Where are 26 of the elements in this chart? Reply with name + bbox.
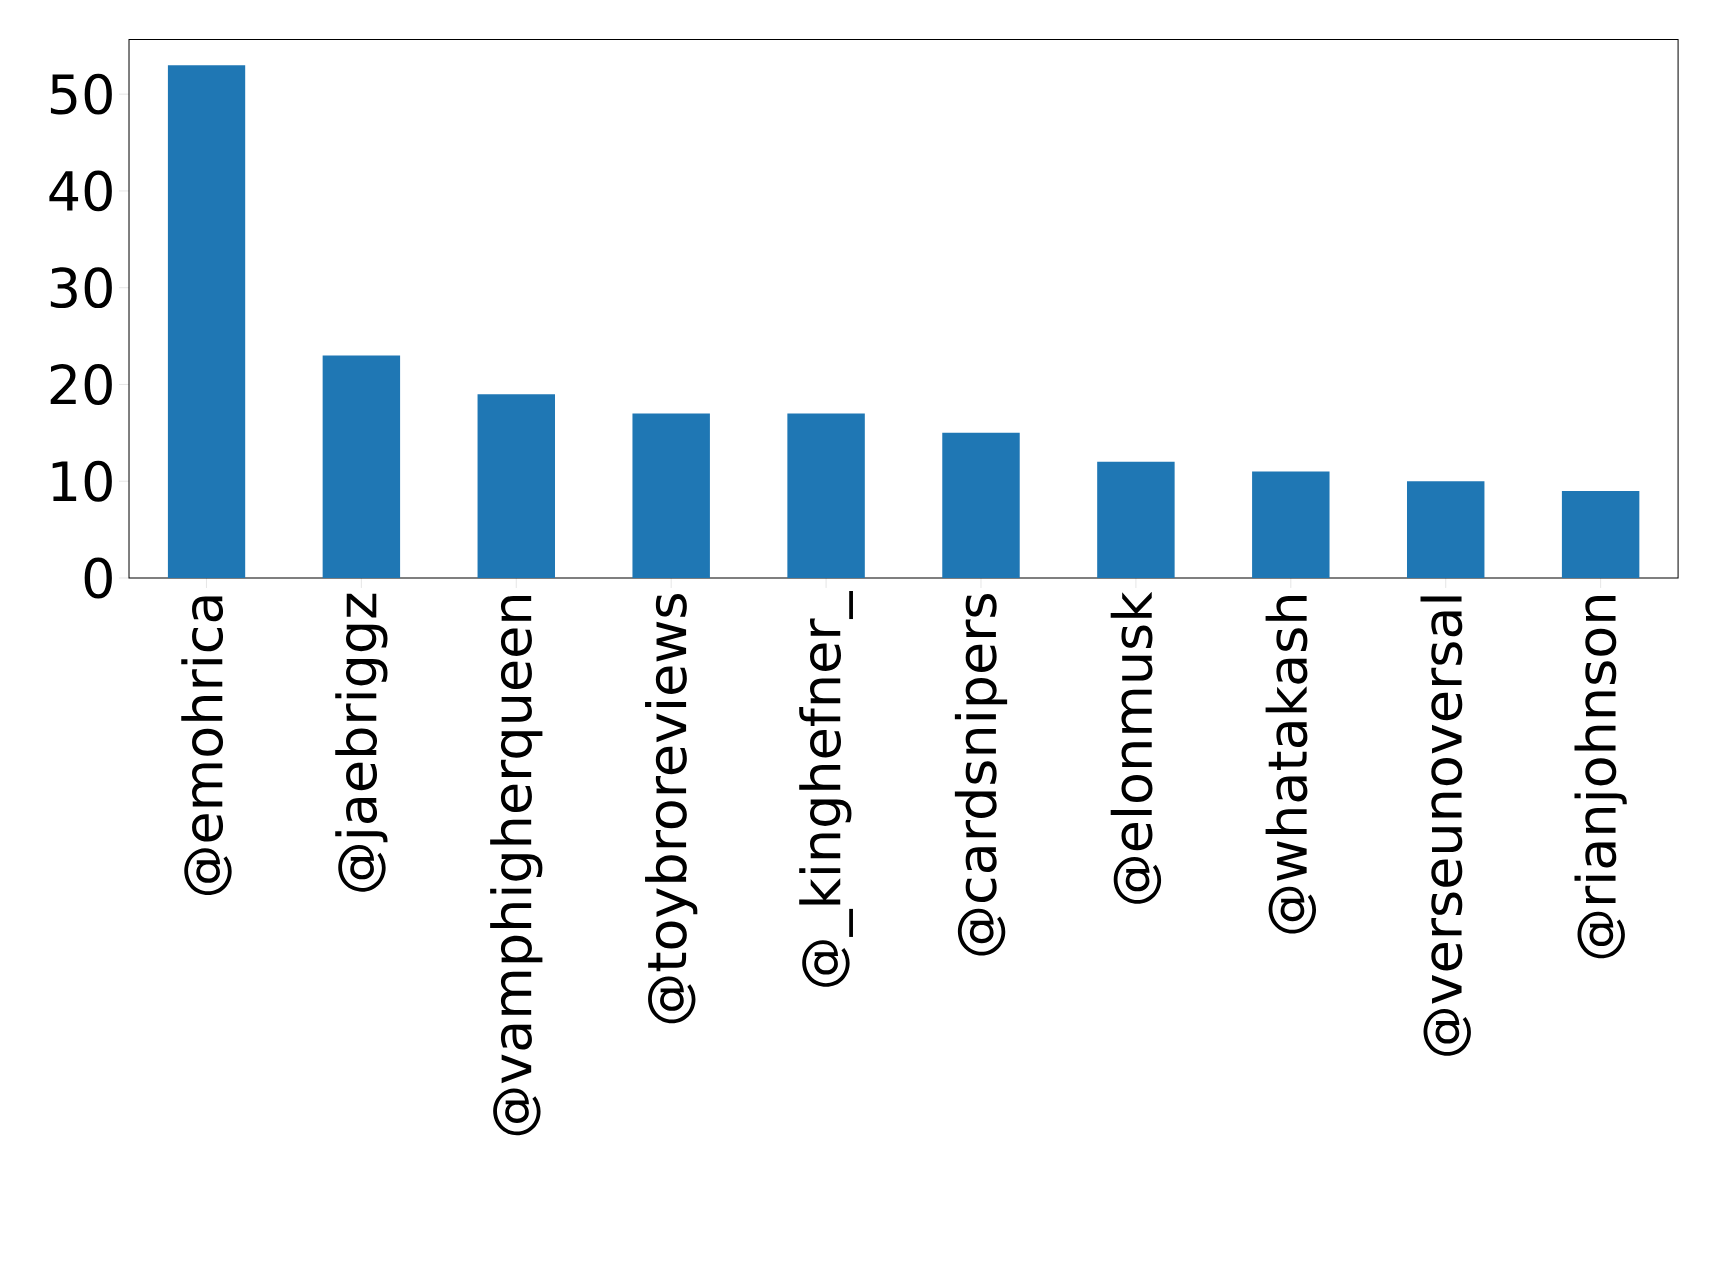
bar (1097, 461, 1175, 578)
x-tick-label: @whatakash (1265, 596, 1317, 934)
x-tick-label: @verseunoversal (1420, 596, 1471, 1056)
bar (632, 413, 710, 578)
bar (167, 65, 246, 578)
bar (787, 413, 865, 578)
y-tick-label: 10 (52, 460, 112, 502)
bar (1561, 490, 1640, 578)
y-tick-label: 0 (84, 557, 112, 599)
bar (942, 432, 1020, 578)
y-tick-label: 40 (49, 170, 112, 212)
x-tick-label: @_kinghefner_ (799, 590, 853, 987)
y-tick-label: 50 (50, 73, 112, 115)
bar (1406, 481, 1485, 578)
x-tick-label: @cardsnipers (954, 594, 1008, 956)
x-tick-label: @rianjohnson (1574, 596, 1627, 959)
x-tick-label: @elonmusk (1110, 591, 1162, 904)
bar (322, 355, 401, 578)
y-tick-label: 30 (50, 267, 112, 309)
x-tick-label: @jaebriggz (335, 593, 388, 892)
bar (1252, 471, 1330, 578)
bar (477, 394, 556, 578)
y-tick-label: 20 (50, 364, 112, 405)
x-tick-label: @vamphigherqueen (490, 596, 543, 1136)
x-tick-label: @toybroreviews (645, 594, 698, 1024)
x-tick-label: @emohrica (181, 596, 232, 896)
